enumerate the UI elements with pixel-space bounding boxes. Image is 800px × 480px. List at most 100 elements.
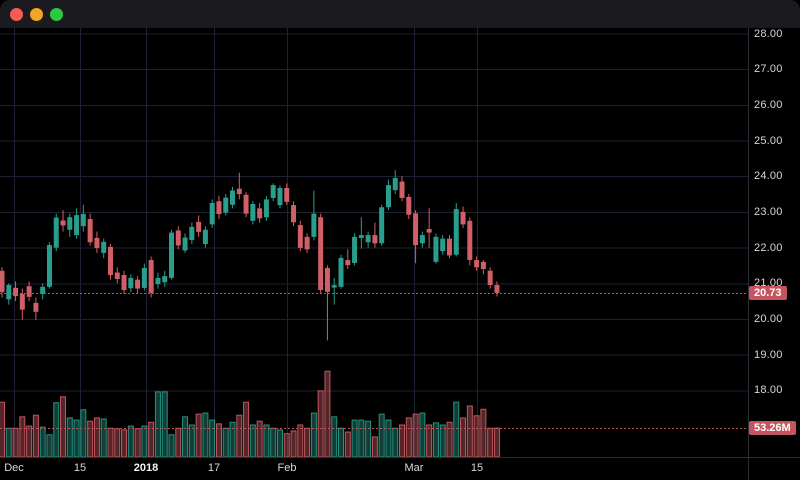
close-button[interactable] [10, 7, 23, 21]
volume-bar [80, 409, 87, 458]
candle-body [460, 211, 466, 225]
candle-body [33, 302, 39, 312]
candle-body [250, 204, 256, 221]
volume-bar [121, 429, 128, 458]
candle-body [426, 229, 432, 233]
candle-body [284, 187, 290, 202]
volume-bar [358, 419, 365, 458]
time-tick-label: Feb [277, 462, 297, 474]
volume-bar [161, 391, 168, 458]
candle-body [13, 287, 19, 297]
candle-body [358, 235, 364, 238]
candle-body [223, 197, 229, 213]
candle-wick [326, 265, 328, 341]
volume-bar [243, 401, 250, 458]
volume-bar [195, 413, 202, 458]
candle-body [135, 279, 141, 289]
volume-bar [432, 422, 439, 458]
price-tick-label: 28.00 [754, 27, 783, 40]
candle-body [487, 270, 493, 286]
volume-bar [5, 427, 12, 458]
volume-bar [0, 401, 5, 458]
candle-body [345, 260, 351, 266]
candle-body [440, 238, 446, 252]
candle-body [202, 229, 208, 245]
candle-body [128, 277, 134, 289]
time-tick-label: 17 [207, 462, 221, 474]
volume-bar [392, 427, 399, 458]
volume-bar [263, 424, 270, 458]
candle-body [291, 205, 297, 223]
volume-bar [344, 431, 351, 458]
candle-body [474, 260, 480, 268]
volume-bar [412, 413, 419, 458]
candle-wick [333, 277, 335, 305]
candle-body [419, 235, 425, 244]
candle-body [311, 213, 317, 237]
candle-body [94, 237, 100, 248]
volume-bar [12, 427, 19, 458]
volume-bar [310, 412, 317, 458]
volume-bar [338, 427, 344, 458]
volume-bar [439, 424, 446, 458]
candle-body [121, 275, 127, 291]
zoom-button[interactable] [50, 7, 63, 21]
price-tick-label: 18.00 [754, 384, 783, 397]
candle-body [453, 209, 459, 255]
window-titlebar[interactable] [0, 0, 800, 28]
volume-bar [365, 420, 372, 458]
candle-body [263, 199, 269, 218]
candle-body [114, 272, 120, 279]
volume-bar [304, 427, 311, 458]
volume-bar [419, 412, 426, 458]
volume-bar [480, 408, 487, 458]
candle-body [270, 185, 276, 198]
volume-bar [168, 434, 175, 458]
volume-bar [93, 417, 100, 458]
volume-bar [60, 396, 67, 458]
volume-bar [446, 421, 453, 458]
time-axis[interactable] [0, 457, 748, 480]
volume-bar [127, 425, 134, 458]
candle-wick [428, 208, 430, 248]
volume-bar [209, 419, 216, 458]
volume-bar [175, 427, 182, 458]
volume-bar [141, 425, 148, 458]
price-tick-label: 26.00 [754, 98, 783, 111]
volume-bar [188, 424, 195, 458]
last-price-badge: 20.73 [749, 286, 787, 300]
volume-bar [473, 415, 480, 458]
candle-body [318, 217, 324, 291]
candle-body [107, 246, 113, 276]
volume-bar [53, 402, 60, 458]
candle-body [40, 286, 46, 294]
volume-bar [290, 430, 297, 458]
volume-bar [114, 428, 121, 458]
time-tick-label: Mar [404, 462, 424, 474]
candle-body [413, 213, 419, 246]
volume-bar [493, 427, 500, 458]
candle-body [87, 219, 93, 243]
candle-body [480, 261, 486, 269]
volume-bar [317, 390, 324, 458]
volume-bar [107, 427, 114, 458]
volume-bar [73, 419, 80, 458]
candle-body [230, 190, 236, 205]
candle-body [101, 241, 107, 253]
candle-body [6, 285, 12, 300]
candle-body [304, 236, 310, 250]
volume-bar [100, 418, 107, 458]
candle-body [80, 214, 86, 227]
minimize-button[interactable] [30, 7, 43, 21]
candle-body [277, 187, 283, 206]
time-tick-label: 15 [73, 462, 87, 474]
volume-value-badge: 53.26M [749, 421, 796, 435]
volume-bar [256, 420, 263, 458]
candle-body [60, 220, 66, 226]
time-tick-label: Dec [4, 462, 24, 474]
candle-body [352, 236, 358, 263]
candle-body [0, 270, 5, 293]
